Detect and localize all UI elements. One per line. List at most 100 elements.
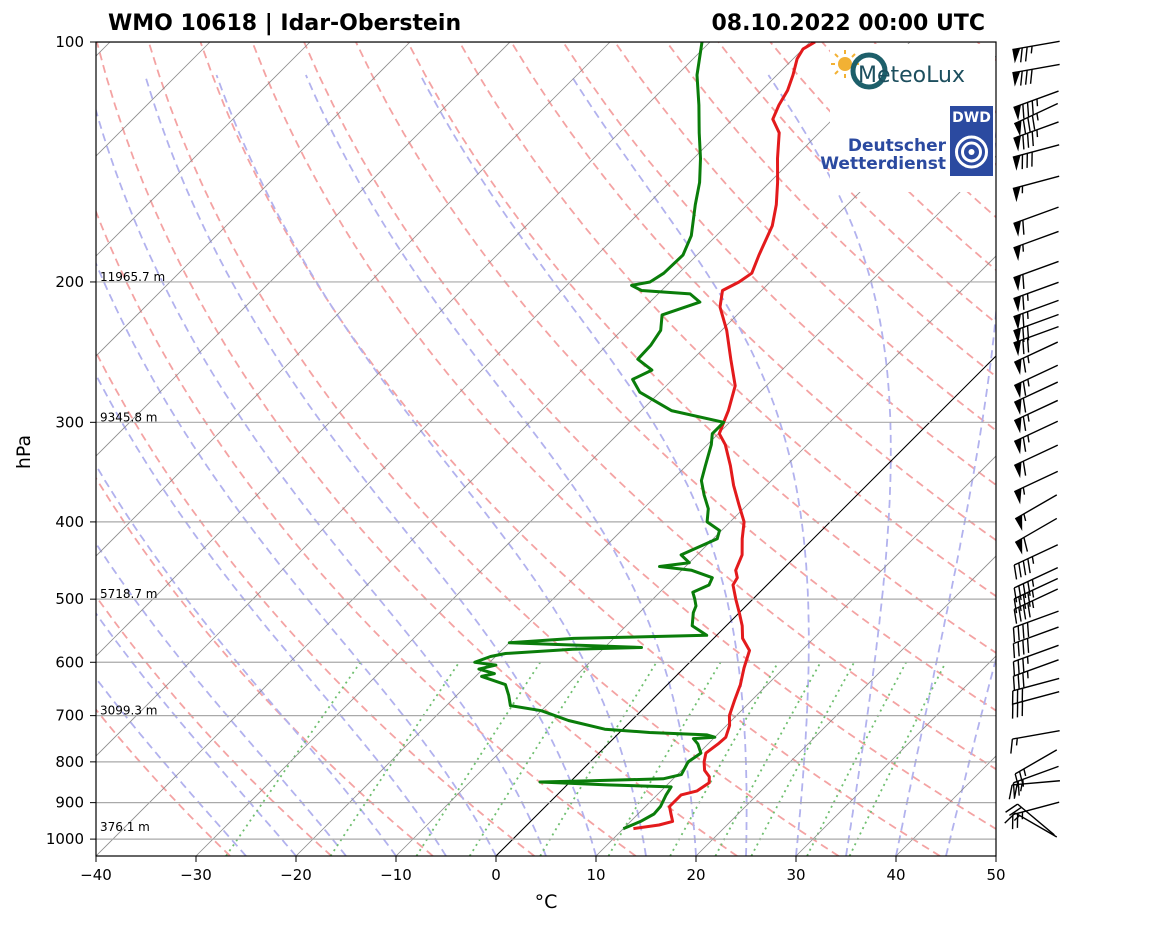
barb-staff xyxy=(1013,566,1059,589)
barb-full xyxy=(1022,313,1025,328)
barb-staff xyxy=(1013,765,1059,784)
x-tick-label: −40 xyxy=(80,866,112,884)
wind-barb xyxy=(1012,626,1059,659)
dry-adiabat xyxy=(458,42,996,598)
wind-barb xyxy=(1013,121,1059,152)
barb-staff xyxy=(1013,470,1059,493)
barb-full xyxy=(1022,604,1027,620)
wind-barb xyxy=(1013,588,1059,624)
barb-full xyxy=(1012,627,1016,643)
wind-barb xyxy=(1013,206,1059,237)
wind-barb xyxy=(1012,144,1060,171)
barb-staff xyxy=(1013,659,1059,677)
wind-barb xyxy=(1013,470,1059,505)
wind-barb xyxy=(1013,90,1059,121)
barb-staff xyxy=(1012,730,1060,740)
wind-barb xyxy=(1013,341,1059,376)
dry-adiabat xyxy=(251,42,996,831)
wind-barb xyxy=(1013,381,1059,416)
dry-adiabat xyxy=(303,42,996,771)
mixing-ratio-line xyxy=(468,661,592,856)
barb-full xyxy=(1022,274,1025,289)
barb-full xyxy=(1022,339,1025,355)
height-label: 5718.7 m xyxy=(100,587,158,601)
barb-half xyxy=(1013,814,1021,822)
barb-flag xyxy=(1013,328,1021,345)
mixing-ratio-line xyxy=(225,661,362,856)
barb-flag xyxy=(1014,462,1022,479)
barb-flag xyxy=(1013,314,1021,330)
moist-adiabat xyxy=(767,74,892,856)
barb-staff xyxy=(1012,175,1060,190)
moist-adiabat xyxy=(96,542,347,856)
barb-staff xyxy=(1012,780,1060,786)
dwd-name-line1: Deutscher xyxy=(848,136,947,156)
barb-full xyxy=(1005,803,1019,813)
plot-frame xyxy=(95,41,997,857)
moist-adiabat xyxy=(419,74,748,856)
barb-flag xyxy=(1013,220,1021,237)
barb-full xyxy=(1031,131,1034,147)
barb-full xyxy=(1022,640,1025,655)
barb-full xyxy=(1017,781,1020,796)
x-tick-label: 50 xyxy=(986,866,1005,884)
barb-staff xyxy=(1013,626,1059,645)
dry-adiabat xyxy=(199,42,941,856)
wind-barb xyxy=(1012,644,1059,677)
x-tick-label: 10 xyxy=(586,866,605,884)
isotherm xyxy=(695,555,996,856)
dry-adiabat xyxy=(406,42,996,654)
height-label: 3099.3 m xyxy=(100,704,158,718)
barb-full xyxy=(1013,609,1018,624)
barb-flag xyxy=(1012,155,1021,171)
barb-flag xyxy=(1013,104,1021,121)
mixing-ratio-line xyxy=(607,661,722,856)
wind-barb xyxy=(1014,517,1058,555)
dry-adiabat xyxy=(96,708,231,856)
barb-staff xyxy=(1012,144,1060,158)
y-tick-label: 1000 xyxy=(46,830,84,848)
moist-adiabat xyxy=(570,74,810,856)
y-tick-label: 100 xyxy=(55,33,84,51)
isotherm xyxy=(395,255,996,856)
barb-flag xyxy=(1014,382,1022,399)
dewpoint-profile xyxy=(473,42,726,830)
barb-staff xyxy=(1013,544,1059,566)
barb-full xyxy=(1008,806,1022,817)
barb-full xyxy=(1004,812,1016,824)
wind-barb xyxy=(1013,299,1059,330)
wind-barb xyxy=(1013,281,1059,312)
moist-adiabat xyxy=(96,372,447,856)
barb-full xyxy=(1018,585,1022,601)
isotherm xyxy=(595,455,996,856)
barb-full xyxy=(1022,416,1027,431)
barb-staff xyxy=(1013,364,1059,387)
barb-full xyxy=(1013,784,1018,799)
dry-adiabat xyxy=(562,42,996,487)
barb-staff xyxy=(1013,644,1059,663)
barb-full xyxy=(1022,134,1025,150)
barb-flag xyxy=(1014,438,1022,455)
barb-staff xyxy=(1013,588,1059,610)
barb-full xyxy=(1027,558,1031,574)
moist-adiabat xyxy=(96,261,497,856)
barb-full xyxy=(1020,47,1023,63)
barb-full xyxy=(1022,672,1025,688)
barb-full xyxy=(1022,220,1025,235)
x-tick-label: −30 xyxy=(180,866,212,884)
wind-barb xyxy=(1011,690,1060,719)
barb-full xyxy=(1027,581,1031,597)
wind-barb xyxy=(1012,610,1059,643)
isotherm xyxy=(96,42,411,357)
mixing-ratio-line xyxy=(848,661,947,856)
wind-barb xyxy=(1013,566,1059,603)
barb-half xyxy=(1026,656,1029,664)
wind-barb xyxy=(1011,677,1060,706)
barb-full xyxy=(1022,104,1025,119)
wind-barb xyxy=(1013,325,1059,357)
barb-staff xyxy=(1013,577,1059,600)
dwd-logo: DWD Deutscher Wetterdienst xyxy=(820,106,993,176)
mixing-ratio-line xyxy=(329,661,460,856)
x-tick-label: −20 xyxy=(280,866,312,884)
barb-staff xyxy=(1013,381,1059,403)
